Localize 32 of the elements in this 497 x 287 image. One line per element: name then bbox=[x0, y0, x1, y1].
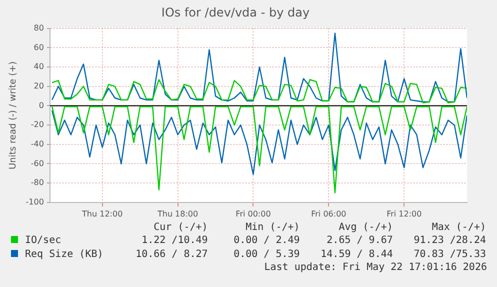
x-tick-label: Thu 18:00 bbox=[156, 209, 198, 218]
text: 0.00 / 2.49 bbox=[232, 234, 301, 248]
y-tick-label: 0 bbox=[38, 100, 44, 110]
x-tick-label: Fri 12:00 bbox=[386, 209, 422, 218]
y-tick-label: 20 bbox=[34, 81, 44, 90]
x-tick-label: Fri 00:00 bbox=[236, 209, 271, 218]
y-tick-label: 40 bbox=[34, 62, 44, 72]
y-axis-title: Units read (-) / write (+) bbox=[8, 61, 19, 170]
x-tick-label: Fri 06:00 bbox=[311, 209, 346, 218]
y-tick-label: -20 bbox=[30, 120, 44, 130]
legend-label: IO/sec bbox=[25, 235, 62, 246]
x-tick-label: Thu 12:00 bbox=[81, 209, 123, 218]
text: Avg (-/+) bbox=[338, 222, 394, 234]
text: 10.66 / 8.27 bbox=[134, 248, 209, 262]
y-tick-label: -40 bbox=[30, 139, 44, 148]
text: 0.00 / 5.39 bbox=[232, 248, 301, 262]
text: Max (-/+) bbox=[430, 222, 487, 234]
y-tick-label: -60 bbox=[30, 158, 44, 168]
y-tick-label: -80 bbox=[30, 178, 44, 188]
y-tick-label: 80 bbox=[34, 23, 44, 32]
legend-label: Req Size (KB) bbox=[25, 249, 104, 260]
y-tick-label: 60 bbox=[34, 42, 44, 52]
text: 91.23 /28.24 bbox=[412, 234, 487, 248]
text: Last update: Fri May 22 17:01:16 2026 bbox=[263, 262, 487, 274]
text: 70.83 /75.33 bbox=[412, 248, 487, 262]
text: Min (-/+) bbox=[244, 222, 301, 234]
text: 1.22 /10.49 bbox=[140, 234, 209, 248]
text: Cur (-/+) bbox=[152, 222, 209, 234]
y-tick-label: -100 bbox=[26, 197, 44, 206]
text: 14.59 / 8.44 bbox=[320, 248, 394, 262]
chart-title: IOs for /dev/vda - by day bbox=[161, 5, 310, 20]
text: 2.65 / 9.67 bbox=[326, 234, 394, 248]
